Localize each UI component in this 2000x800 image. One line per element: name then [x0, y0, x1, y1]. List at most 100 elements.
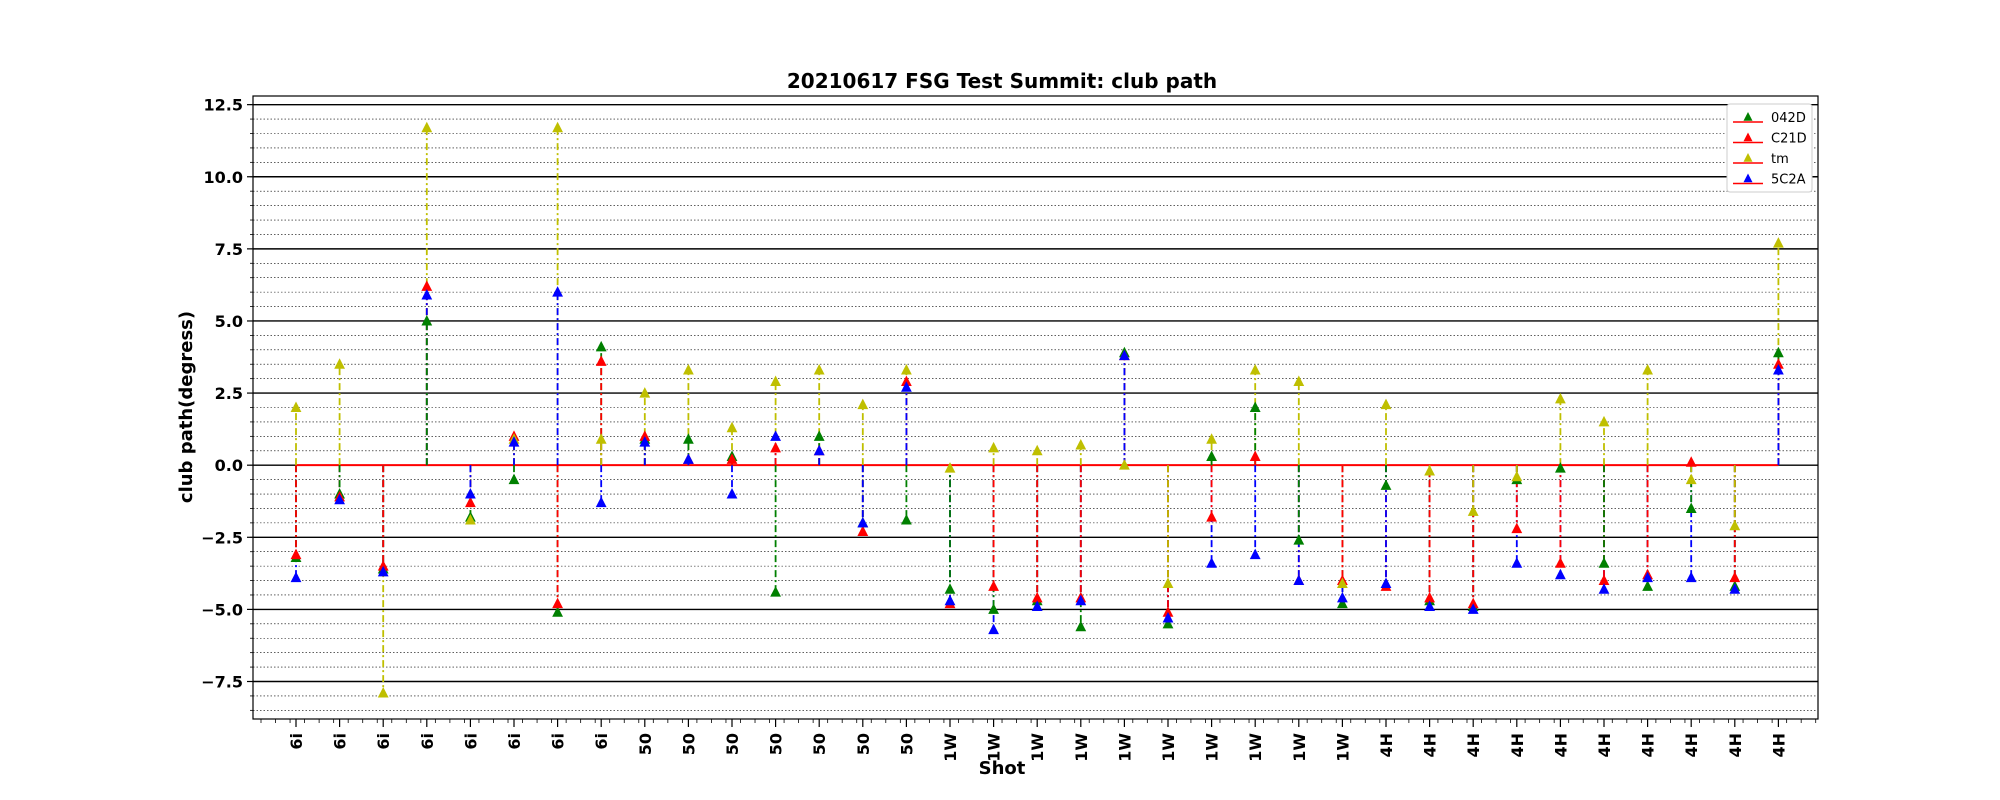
data-point-C21D [1467, 597, 1479, 609]
data-point-tm [1685, 473, 1697, 485]
data-point-5C2A [1293, 574, 1305, 586]
data-point-042D [1075, 620, 1087, 632]
data-point-C21D [639, 430, 651, 441]
data-point-5C2A [1380, 577, 1392, 588]
data-point-5C2A [465, 488, 476, 499]
data-point-C21D [1729, 571, 1741, 583]
x-tick-label: 6i [549, 733, 568, 750]
data-point-042D [1249, 401, 1261, 412]
data-point-tm [813, 364, 825, 375]
data-point-042D [901, 513, 912, 525]
data-point-042D [683, 433, 694, 444]
x-tick-label: 1W [1290, 733, 1309, 762]
data-point-5C2A [683, 453, 694, 464]
data-point-tm [552, 121, 563, 133]
data-point-C21D [377, 560, 389, 571]
legend-marker [1743, 173, 1753, 183]
data-point-C21D [290, 548, 302, 560]
data-point-5C2A [595, 496, 607, 508]
data-point-5C2A [1031, 600, 1043, 612]
data-point-tm [1075, 438, 1087, 450]
data-point-C21D [901, 375, 912, 387]
data-point-tm [1206, 433, 1217, 444]
data-point-tm [1773, 237, 1784, 248]
y-tick-label: 12.5 [204, 96, 243, 115]
data-point-5C2A [857, 516, 869, 528]
x-tick-label: 1W [1115, 733, 1134, 762]
data-point-5C2A [770, 430, 781, 441]
legend-label: 042D [1771, 111, 1806, 126]
y-axis-label: club path(degress) [176, 311, 197, 503]
x-tick-label: 50 [897, 733, 916, 755]
major-gridlines [253, 103, 1818, 683]
x-tick-label: 4H [1377, 733, 1396, 758]
data-point-C21D [1685, 456, 1697, 467]
data-point-tm [1249, 364, 1261, 375]
legend-label: C21D [1771, 132, 1807, 147]
x-tick-label: 6i [505, 733, 524, 750]
chart-title: 20210617 FSG Test Summit: club path [787, 69, 1217, 93]
x-tick-label: 1W [1333, 733, 1352, 762]
data-point-5C2A [1467, 603, 1479, 614]
data-point-C21D [1555, 557, 1566, 568]
legend-box [1726, 103, 1813, 193]
data-point-042D [1380, 479, 1392, 490]
x-tick-label: 4H [1551, 733, 1570, 758]
data-point-042D [944, 583, 956, 594]
data-point-5C2A [639, 436, 651, 447]
x-tick-label: 6i [287, 733, 306, 750]
x-tick-label: 1W [1203, 733, 1222, 762]
x-tick-label: 4H [1508, 733, 1527, 758]
x-tick-label: 4H [1769, 733, 1788, 758]
data-point-C21D [465, 496, 476, 508]
data-point-5C2A [726, 488, 738, 499]
data-point-C21D [552, 597, 563, 609]
data-point-5C2A [1119, 349, 1130, 361]
x-tick-label: 6i [331, 733, 350, 750]
data-point-042D [1162, 617, 1174, 629]
data-point-C21D [421, 280, 433, 291]
data-point-042D [1642, 580, 1653, 591]
data-point-C21D [1773, 358, 1784, 369]
x-tick-label: 1W [1072, 733, 1091, 762]
x-tick-label: 6i [461, 733, 480, 750]
data-point-5C2A [508, 436, 520, 447]
data-point-tm [1642, 364, 1653, 375]
x-tick-label: 4H [1682, 733, 1701, 758]
data-point-C21D [1162, 606, 1174, 617]
data-point-042D [1598, 557, 1610, 568]
data-point-5C2A [1773, 364, 1784, 375]
data-point-042D [988, 603, 999, 614]
x-tick-label: 1W [1159, 733, 1178, 762]
x-tick-label: 50 [723, 733, 742, 755]
data-point-tm [1511, 470, 1523, 482]
data-point-tm [1555, 392, 1566, 404]
data-point-tm [944, 462, 956, 473]
data-point-tm [290, 401, 302, 412]
x-tick-label: 4H [1464, 733, 1483, 758]
x-tick-label: 1W [1246, 733, 1265, 762]
x-tick-label: 50 [854, 733, 873, 755]
data-point-tm [901, 364, 912, 375]
data-point-5C2A [377, 565, 389, 577]
x-tick-label: 4H [1595, 733, 1614, 758]
x-tick-label: 4H [1639, 733, 1658, 758]
data-point-5C2A [988, 623, 999, 635]
y-tick-label: −7.5 [201, 673, 243, 692]
data-point-C21D [595, 355, 607, 366]
data-point-5C2A [1511, 557, 1523, 568]
legend-marker [1743, 112, 1753, 121]
data-point-5C2A [1685, 571, 1697, 583]
data-point-5C2A [1075, 594, 1087, 606]
data-point-tm [465, 513, 476, 525]
data-point-tm [1467, 505, 1479, 516]
data-point-C21D [726, 453, 738, 464]
y-ticks: −7.5 −5.0 −2.5 0.0 2.5 5.0 7.5 10.0 12.5 [201, 96, 253, 711]
data-point-042D [1293, 534, 1305, 545]
y-tick-label: −2.5 [201, 528, 243, 547]
data-point-tm [1729, 519, 1741, 531]
x-tick-label: 50 [636, 733, 655, 755]
data-point-5C2A [552, 286, 563, 297]
data-point-042D [552, 606, 563, 617]
